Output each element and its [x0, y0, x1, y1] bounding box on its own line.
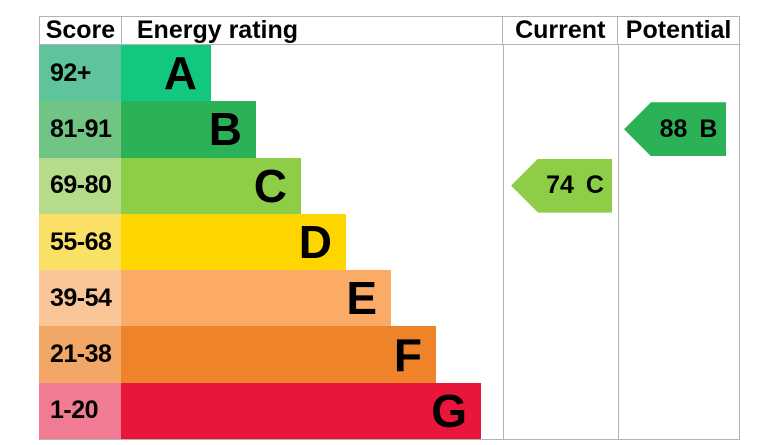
- current-rating-letter: C: [585, 171, 604, 200]
- band-row-b: 81-91 B: [39, 101, 740, 158]
- band-row-a: 92+ A: [39, 45, 740, 102]
- potential-column-divider: [618, 45, 619, 439]
- potential-rating-letter: B: [699, 114, 718, 143]
- band-letter-d: D: [298, 216, 332, 268]
- current-column-divider: [503, 45, 504, 439]
- band-row-c: 69-80 C: [39, 157, 740, 214]
- score-range-g: 1-20: [39, 382, 121, 440]
- score-range-d: 55-68: [39, 213, 121, 271]
- band-letter-e: E: [346, 272, 377, 325]
- band-letter-g: G: [431, 384, 467, 437]
- chart-body: 92+ A 81-91 B 69-80 C 55-68 D: [39, 45, 740, 440]
- rating-bar-e: E: [121, 270, 391, 327]
- band-row-g: 1-20 G: [39, 382, 740, 440]
- rating-bar-b: B: [121, 101, 256, 158]
- header-potential: Potential: [617, 17, 739, 44]
- score-range-c: 69-80: [39, 157, 121, 214]
- band-letter-f: F: [393, 328, 422, 381]
- epc-table: Score Energy rating Current Potential 92…: [39, 16, 740, 440]
- rating-bar-d: D: [121, 213, 346, 271]
- score-range-a: 92+: [39, 45, 121, 102]
- score-range-e: 39-54: [39, 270, 121, 327]
- header-energy-rating: Energy rating: [120, 17, 502, 44]
- score-range-f: 21-38: [39, 326, 121, 383]
- band-letter-c: C: [253, 159, 287, 212]
- score-range-b: 81-91: [39, 101, 121, 158]
- rating-bar-a: A: [121, 45, 211, 102]
- rating-bar-f: F: [121, 326, 436, 383]
- band-row-f: 21-38 F: [39, 326, 740, 383]
- current-score-value: 74: [546, 171, 574, 200]
- band-row-d: 55-68 D: [39, 213, 740, 271]
- header-row: Score Energy rating Current Potential: [39, 16, 740, 45]
- potential-score-value: 88: [659, 114, 688, 143]
- rating-bar-c: C: [121, 157, 301, 214]
- band-letter-a: A: [163, 47, 197, 100]
- band-row-e: 39-54 E: [39, 270, 740, 327]
- header-score: Score: [39, 17, 121, 44]
- band-letter-b: B: [208, 103, 242, 156]
- rating-bar-g: G: [121, 382, 481, 440]
- header-current: Current: [502, 17, 617, 44]
- table-right-border: [739, 45, 740, 439]
